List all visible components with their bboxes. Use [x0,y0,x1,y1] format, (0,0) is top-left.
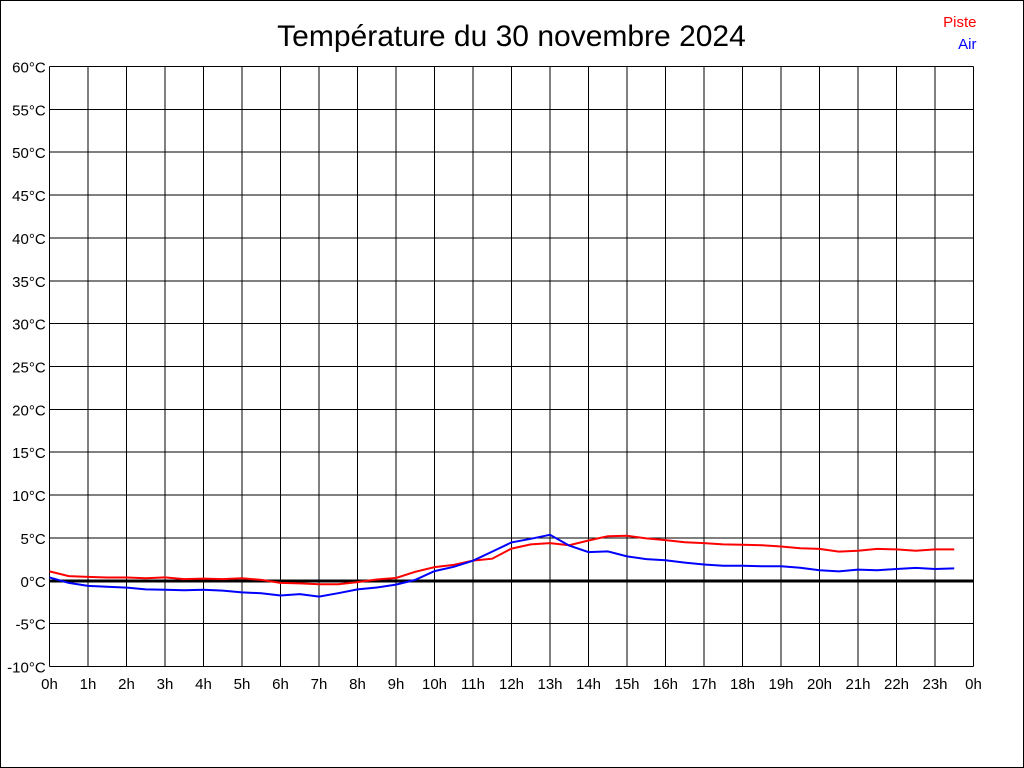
svg-text:23h: 23h [922,676,947,693]
svg-text:Piste: Piste [943,14,976,31]
svg-text:18h: 18h [730,676,755,693]
svg-text:0h: 0h [965,676,982,693]
svg-text:0°C: 0°C [21,574,46,591]
svg-text:-5°C: -5°C [16,617,46,634]
svg-text:15h: 15h [614,676,639,693]
svg-text:15°C: 15°C [12,445,46,462]
svg-text:40°C: 40°C [12,231,46,248]
svg-text:Température du 30 novembre 202: Température du 30 novembre 2024 [277,20,746,53]
svg-text:0h: 0h [41,676,58,693]
svg-text:5°C: 5°C [21,531,46,548]
svg-text:10h: 10h [422,676,447,693]
svg-text:12h: 12h [499,676,524,693]
svg-text:30°C: 30°C [12,317,46,334]
svg-text:8h: 8h [349,676,366,693]
svg-text:19h: 19h [768,676,793,693]
svg-text:17h: 17h [691,676,716,693]
svg-text:20h: 20h [807,676,832,693]
svg-text:55°C: 55°C [12,102,46,119]
svg-text:7h: 7h [311,676,328,693]
svg-text:25°C: 25°C [12,360,46,377]
svg-text:3h: 3h [157,676,174,693]
svg-text:35°C: 35°C [12,274,46,291]
svg-text:22h: 22h [884,676,909,693]
svg-text:1h: 1h [80,676,97,693]
svg-text:11h: 11h [461,676,485,693]
svg-text:50°C: 50°C [12,145,46,162]
svg-text:6h: 6h [272,676,289,693]
svg-text:21h: 21h [845,676,870,693]
svg-text:20°C: 20°C [12,402,46,419]
svg-text:16h: 16h [653,676,678,693]
svg-text:9h: 9h [388,676,405,693]
svg-text:-10°C: -10°C [7,660,46,677]
svg-text:60°C: 60°C [12,60,46,77]
svg-text:2h: 2h [118,676,135,693]
svg-text:10°C: 10°C [12,488,46,505]
svg-text:Air: Air [958,36,976,53]
svg-text:4h: 4h [195,676,212,693]
svg-text:13h: 13h [537,676,562,693]
svg-text:45°C: 45°C [12,188,46,205]
svg-text:5h: 5h [234,676,251,693]
svg-text:14h: 14h [576,676,601,693]
